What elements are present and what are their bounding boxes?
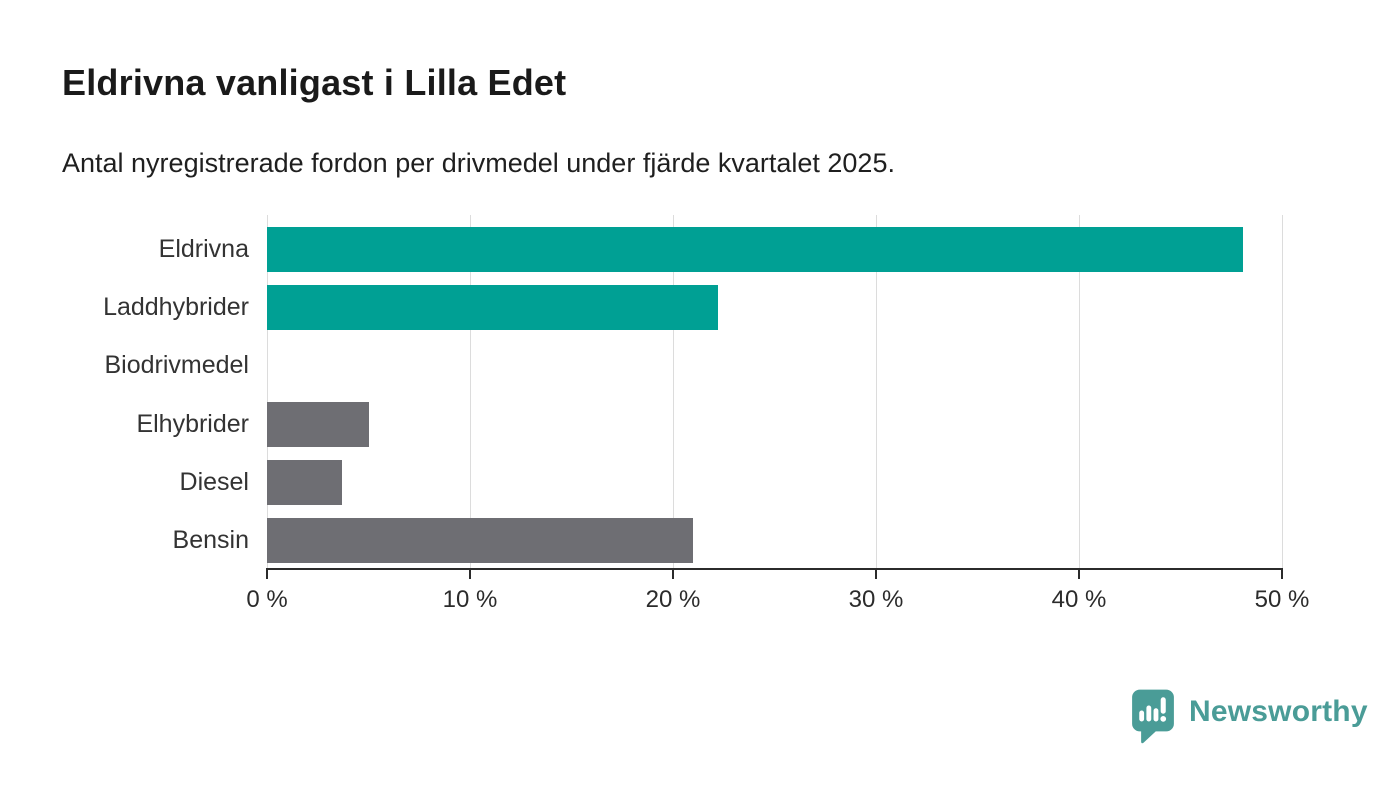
bar-row: Elhybrider (0, 395, 1320, 453)
bar-row: Biodrivmedel (0, 337, 1320, 395)
axis-tick-label: 20 % (645, 586, 701, 613)
category-label: Laddhybrider (103, 292, 249, 321)
axis-tick (1078, 570, 1080, 579)
axis-tick-label: 50 % (1254, 586, 1310, 613)
chart-subtitle: Antal nyregistrerade fordon per drivmede… (62, 148, 895, 178)
axis-tick-label: 0 % (246, 586, 288, 613)
bar-row: Diesel (0, 453, 1320, 511)
gridline (673, 215, 674, 570)
newsworthy-wordmark: Newsworthy (1189, 695, 1368, 728)
bar-row: Eldrivna (0, 220, 1320, 278)
newsworthy-logo: Newsworthy (1131, 688, 1368, 744)
bar-laddhybrider (267, 284, 718, 330)
axis-tick (266, 570, 268, 579)
category-label: Eldrivna (158, 234, 249, 263)
category-label: Biodrivmedel (104, 351, 249, 380)
category-label: Elhybrider (136, 409, 249, 438)
gridline (470, 215, 471, 570)
gridline (267, 215, 268, 570)
axis-tick (469, 570, 471, 579)
bar-eldrivna (267, 226, 1244, 272)
axis-tick-label: 10 % (442, 586, 498, 613)
x-axis-line (266, 568, 1283, 570)
axis-tick (672, 570, 674, 579)
bar-bensin (267, 518, 694, 564)
category-label: Diesel (179, 467, 249, 496)
bar-row: Bensin (0, 512, 1320, 570)
gridline (1282, 215, 1283, 570)
gridline (1079, 215, 1080, 570)
category-label: Bensin (172, 526, 249, 555)
axis-tick (875, 570, 877, 579)
chart-title: Eldrivna vanligast i Lilla Edet (62, 62, 567, 103)
bar-elhybrider (267, 401, 369, 447)
axis-tick-label: 30 % (848, 586, 904, 613)
bar-diesel (267, 459, 343, 505)
bar-row: Laddhybrider (0, 278, 1320, 336)
axis-tick-label: 40 % (1051, 586, 1107, 613)
bar-rows: Eldrivna Laddhybrider Biodrivmedel Elhybrid… (0, 220, 1320, 570)
speech-bubble-bar-chart-icon (1132, 689, 1174, 744)
axis-tick (1281, 570, 1283, 579)
gridline (876, 215, 877, 570)
